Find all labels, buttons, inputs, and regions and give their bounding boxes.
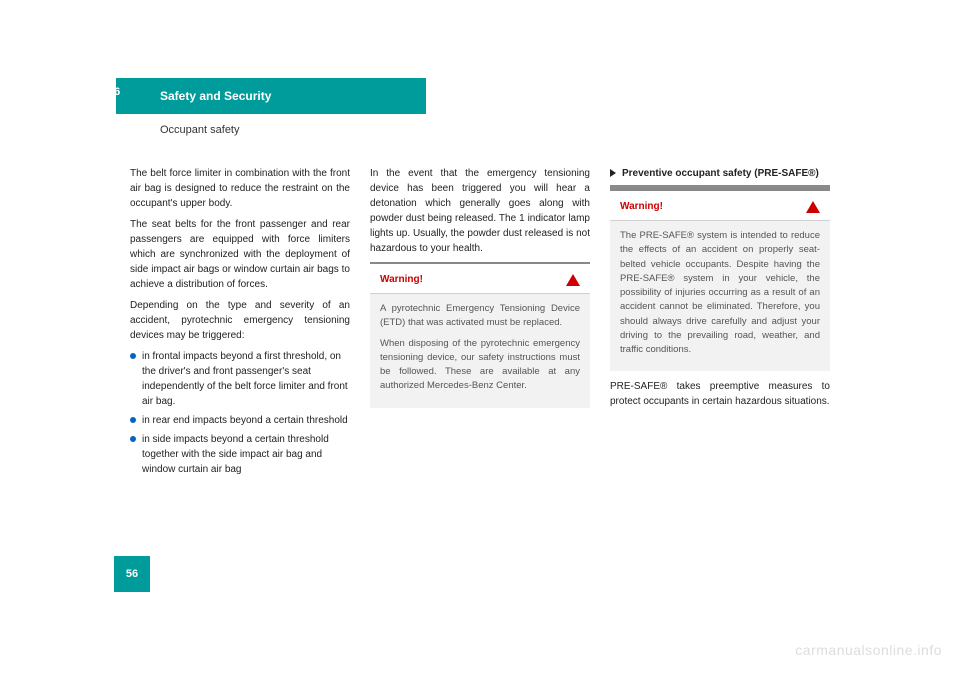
list-text: in rear end impacts beyond a certain thr…	[142, 413, 348, 428]
subsection-title: Occupant safety	[160, 124, 240, 136]
warning-title: Warning!	[620, 199, 663, 214]
warning-box: Warning! A pyrotechnic Emergency Tension…	[370, 262, 590, 408]
page-number: 56	[126, 568, 138, 580]
body-text: The seat belts for the front passenger a…	[130, 217, 350, 292]
section-title: Safety and Security	[116, 89, 271, 103]
warning-text: The PRE-SAFE® system is intended to redu…	[620, 229, 820, 357]
bullet-icon	[130, 353, 136, 359]
list-item: in rear end impacts beyond a certain thr…	[130, 413, 350, 428]
warning-triangle-icon	[806, 201, 820, 213]
body-text: PRE-SAFE® takes preemptive measures to p…	[610, 379, 830, 409]
column-1: The belt force limiter in combination wi…	[130, 166, 350, 481]
warning-text: When disposing of the pyrotechnic emerge…	[380, 337, 580, 394]
section-heading-row: Preventive occupant safety (PRE-SAFE®)	[610, 166, 830, 181]
bullet-icon	[130, 417, 136, 423]
list-item: in side impacts beyond a certain thresho…	[130, 432, 350, 477]
page-number-top: 56	[108, 86, 120, 98]
warning-text: A pyrotechnic Emergency Tensioning Devic…	[380, 302, 580, 331]
column-3: Preventive occupant safety (PRE-SAFE®) W…	[610, 166, 830, 415]
list-text: in side impacts beyond a certain thresho…	[142, 432, 350, 477]
warning-body: The PRE-SAFE® system is intended to redu…	[610, 221, 830, 371]
warning-title: Warning!	[380, 272, 423, 287]
section-heading: Preventive occupant safety (PRE-SAFE®)	[622, 166, 819, 181]
list-text: in frontal impacts beyond a first thresh…	[142, 349, 350, 409]
warning-body: A pyrotechnic Emergency Tensioning Devic…	[370, 294, 590, 408]
body-text: Depending on the type and severity of an…	[130, 298, 350, 343]
list-item: in frontal impacts beyond a first thresh…	[130, 349, 350, 409]
watermark: carmanualsonline.info	[795, 642, 942, 658]
manual-page: 56 Safety and Security Occupant safety T…	[116, 78, 846, 598]
page-number-box: 56	[114, 556, 150, 592]
bullet-icon	[130, 436, 136, 442]
body-text: In the event that the emergency tensioni…	[370, 166, 590, 256]
column-2: In the event that the emergency tensioni…	[370, 166, 590, 416]
warning-header: Warning!	[370, 264, 590, 294]
warning-box: Warning! The PRE-SAFE® system is intende…	[610, 189, 830, 371]
section-header-bar: 56 Safety and Security	[116, 78, 426, 114]
warning-triangle-icon	[566, 274, 580, 286]
warning-header: Warning!	[610, 191, 830, 221]
arrow-icon	[610, 169, 616, 177]
body-text: The belt force limiter in combination wi…	[130, 166, 350, 211]
